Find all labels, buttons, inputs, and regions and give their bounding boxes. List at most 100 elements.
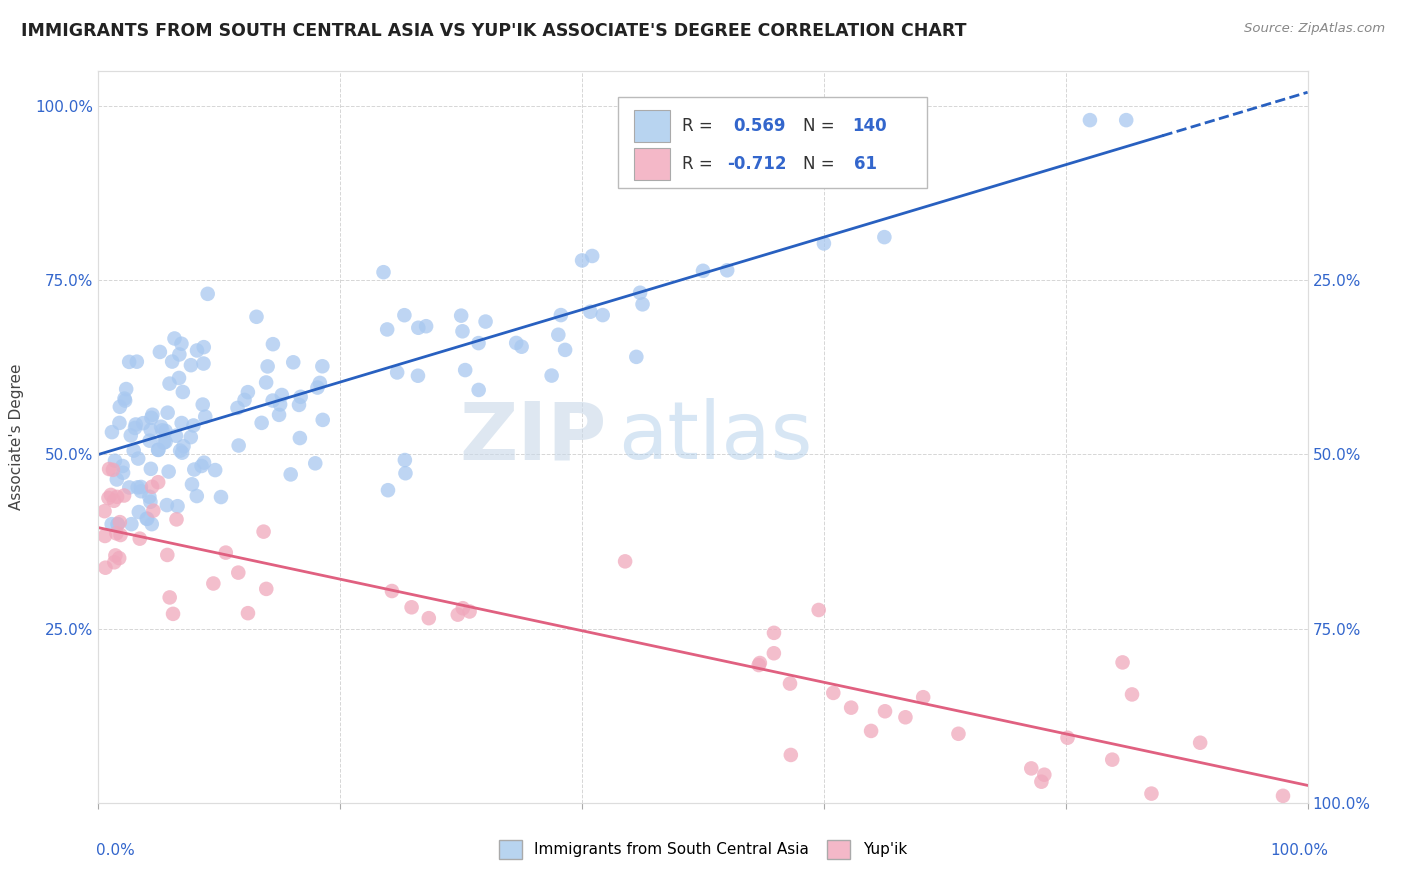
Point bbox=[839, 700, 862, 714]
Point bbox=[614, 554, 637, 568]
Text: R =: R = bbox=[682, 117, 713, 135]
Point bbox=[394, 467, 416, 481]
Point bbox=[226, 401, 249, 415]
Point bbox=[112, 466, 135, 480]
Point bbox=[447, 607, 470, 622]
Point bbox=[111, 458, 134, 473]
Point bbox=[1272, 789, 1295, 803]
Point bbox=[107, 517, 129, 532]
Point bbox=[631, 297, 654, 311]
Point bbox=[860, 723, 883, 738]
Point bbox=[311, 359, 333, 374]
Point bbox=[135, 512, 157, 526]
Point bbox=[209, 490, 232, 504]
Point bbox=[226, 566, 249, 580]
Point bbox=[108, 551, 131, 566]
Point bbox=[270, 388, 292, 402]
Text: 140: 140 bbox=[852, 117, 886, 135]
Point bbox=[894, 710, 917, 724]
Point bbox=[159, 591, 181, 605]
Point bbox=[254, 582, 277, 596]
Point bbox=[173, 439, 195, 453]
Point bbox=[550, 308, 572, 322]
Point bbox=[262, 393, 284, 408]
Point bbox=[167, 371, 190, 385]
Point bbox=[581, 249, 603, 263]
Point bbox=[136, 512, 159, 526]
Point bbox=[308, 376, 330, 390]
Point bbox=[779, 747, 801, 762]
Point bbox=[159, 376, 181, 391]
Point bbox=[592, 308, 614, 322]
Point bbox=[156, 498, 179, 512]
Point bbox=[288, 431, 311, 445]
Point bbox=[94, 529, 117, 543]
Point bbox=[148, 475, 170, 490]
Point bbox=[120, 428, 142, 442]
Point bbox=[245, 310, 267, 324]
Point bbox=[1189, 736, 1212, 750]
Point bbox=[156, 406, 179, 420]
Point bbox=[163, 331, 186, 345]
Point bbox=[458, 605, 481, 619]
Text: 100.0%: 100.0% bbox=[1271, 843, 1329, 857]
Point bbox=[628, 285, 651, 300]
Point bbox=[813, 236, 835, 251]
Point bbox=[236, 385, 259, 400]
Text: 0.0%: 0.0% bbox=[96, 843, 135, 857]
Point bbox=[120, 517, 142, 532]
Text: -0.712: -0.712 bbox=[727, 154, 787, 173]
Point bbox=[127, 451, 149, 466]
Point bbox=[166, 500, 188, 514]
Point bbox=[193, 456, 215, 470]
Point bbox=[401, 600, 423, 615]
FancyBboxPatch shape bbox=[619, 97, 927, 188]
Point bbox=[170, 336, 193, 351]
FancyBboxPatch shape bbox=[634, 110, 671, 142]
Point bbox=[451, 601, 474, 615]
Point bbox=[262, 337, 284, 351]
Text: ZIP: ZIP bbox=[458, 398, 606, 476]
Point bbox=[150, 423, 173, 437]
Point bbox=[381, 584, 404, 599]
Point bbox=[202, 576, 225, 591]
Point bbox=[186, 343, 208, 358]
Point bbox=[104, 454, 127, 468]
Point bbox=[172, 384, 194, 399]
Text: atlas: atlas bbox=[619, 398, 813, 476]
Point bbox=[626, 350, 648, 364]
Point bbox=[183, 462, 205, 476]
Point bbox=[304, 456, 326, 470]
Point bbox=[105, 526, 128, 541]
Point bbox=[149, 345, 172, 359]
Point bbox=[454, 363, 477, 377]
Point bbox=[474, 314, 496, 328]
Point bbox=[105, 473, 128, 487]
Point bbox=[103, 555, 125, 569]
Point bbox=[127, 480, 149, 494]
Point bbox=[139, 423, 162, 437]
Point bbox=[823, 686, 845, 700]
Point bbox=[288, 398, 311, 412]
Point bbox=[269, 397, 291, 411]
Point bbox=[148, 442, 170, 457]
Point bbox=[1033, 768, 1056, 782]
Point bbox=[762, 646, 785, 660]
Point bbox=[142, 503, 165, 517]
Point bbox=[114, 392, 136, 406]
Point bbox=[138, 434, 160, 448]
Point bbox=[105, 490, 128, 504]
Point bbox=[166, 512, 188, 526]
Point bbox=[312, 413, 335, 427]
Point bbox=[450, 309, 472, 323]
Text: IMMIGRANTS FROM SOUTH CENTRAL ASIA VS YUP'IK ASSOCIATE'S DEGREE CORRELATION CHAR: IMMIGRANTS FROM SOUTH CENTRAL ASIA VS YU… bbox=[21, 22, 966, 40]
Point bbox=[191, 398, 214, 412]
Point bbox=[1121, 688, 1143, 702]
Point bbox=[157, 465, 180, 479]
Point bbox=[377, 483, 399, 498]
Point bbox=[122, 443, 145, 458]
Point bbox=[948, 727, 970, 741]
Point bbox=[169, 443, 191, 458]
Point bbox=[762, 625, 785, 640]
Point bbox=[125, 354, 148, 368]
